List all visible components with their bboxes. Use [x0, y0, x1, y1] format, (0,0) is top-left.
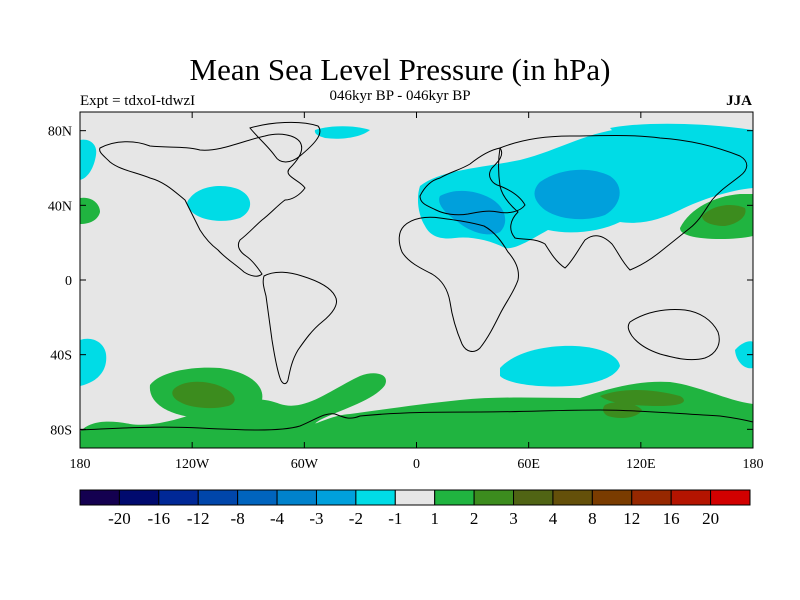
colorbar-swatch [315, 489, 357, 506]
colorbar-swatch [710, 489, 751, 506]
coastline-greenland [249, 121, 321, 163]
y-tick-label: 80S [50, 423, 72, 438]
anomaly-region-sw-pacific-negative [80, 338, 107, 386]
colorbar-label: 12 [623, 509, 640, 528]
colorbar-label: -16 [147, 509, 170, 528]
y-tick-label: 0 [65, 274, 72, 289]
x-tick-label: 180 [743, 457, 764, 472]
colorbar-label: 4 [549, 509, 558, 528]
y-axis: 80N 40N 0 40S 80S [48, 125, 753, 438]
colorbar-swatch [670, 489, 712, 506]
map-plot [79, 111, 754, 449]
anomaly-region-southern-ocean-east-positive [600, 390, 684, 406]
x-tick-label: 120W [175, 457, 210, 472]
colorbar-label: 2 [470, 509, 479, 528]
coastline-africa [398, 216, 519, 352]
coastlines [80, 121, 753, 431]
colorbar-label: -4 [270, 509, 285, 528]
anomaly-region-eurasia-core-negative [534, 169, 620, 220]
experiment-label: Expt = tdxoI-tdwzI [80, 93, 196, 109]
anomaly-region-indian-ocean-negative [500, 345, 620, 387]
anomaly-field [80, 121, 753, 448]
coastline-australia [627, 309, 720, 361]
colorbar-labels: -20 -16 -12 -8 -4 -3 -2 -1 1 2 3 4 8 12 16 20 [108, 509, 719, 528]
colorbar-swatch [473, 489, 515, 506]
coastline-antarctica [80, 409, 753, 431]
colorbar-swatch [394, 489, 436, 506]
colorbar-swatch [513, 489, 554, 506]
anomaly-region-southern-ocean-positive [80, 373, 753, 448]
coastline-south-america [262, 271, 337, 385]
colorbar-swatch [197, 489, 239, 506]
x-axis: 180 120W 60W 0 60E 120E 180 [70, 112, 764, 472]
colorbar-label: -3 [309, 509, 323, 528]
colorbar-swatch [591, 489, 633, 506]
colorbar [79, 489, 751, 506]
anomaly-region-arctic-negative [610, 123, 753, 145]
colorbar-label: 8 [588, 509, 597, 528]
colorbar-label: 1 [430, 509, 439, 528]
anomaly-region-north-atlantic-negative [187, 186, 251, 221]
colorbar-label: 16 [663, 509, 680, 528]
colorbar-label: -12 [187, 509, 210, 528]
season-label: JJA [726, 93, 752, 109]
y-tick-label: 40S [50, 349, 72, 364]
anomaly-region-pacific-nw-negative [80, 139, 97, 180]
colorbar-label: -8 [231, 509, 245, 528]
colorbar-swatch [276, 489, 317, 506]
colorbar-label: 3 [509, 509, 518, 528]
coastline-north-america [99, 133, 306, 277]
x-tick-label: 120E [626, 457, 656, 472]
anomaly-region-south-pacific-core-positive [172, 381, 235, 409]
y-tick-label: 40N [48, 199, 72, 214]
colorbar-swatch [552, 489, 593, 506]
colorbar-label: -2 [349, 509, 363, 528]
map-subtitle: 046kyr BP - 046kyr BP [329, 88, 471, 104]
colorbar-swatch [237, 489, 278, 506]
colorbar-label: -20 [108, 509, 131, 528]
colorbar-label: 20 [702, 509, 719, 528]
colorbar-swatch [79, 489, 120, 506]
colorbar-label: -1 [388, 509, 402, 528]
x-tick-label: 60E [517, 457, 540, 472]
colorbar-swatch [434, 489, 475, 506]
colorbar-swatch [118, 489, 160, 506]
colorbar-swatch [631, 489, 672, 506]
page-title: Mean Sea Level Pressure (in hPa) [189, 52, 611, 87]
x-tick-label: 60W [291, 457, 319, 472]
anomaly-region-middle-east-negative [439, 190, 506, 235]
x-tick-label: 0 [413, 457, 420, 472]
colorbar-swatch [158, 489, 199, 506]
anomaly-region-greenland-negative [314, 126, 370, 139]
anomaly-region-north-pacific-core-positive [702, 204, 746, 226]
y-tick-label: 80N [48, 125, 72, 140]
anomaly-region-east-pacific-positive [80, 197, 100, 224]
colorbar-swatch [355, 489, 396, 506]
coastline-asia [498, 135, 748, 271]
anomaly-region-tasman-negative [735, 341, 753, 369]
x-tick-label: 180 [70, 457, 91, 472]
